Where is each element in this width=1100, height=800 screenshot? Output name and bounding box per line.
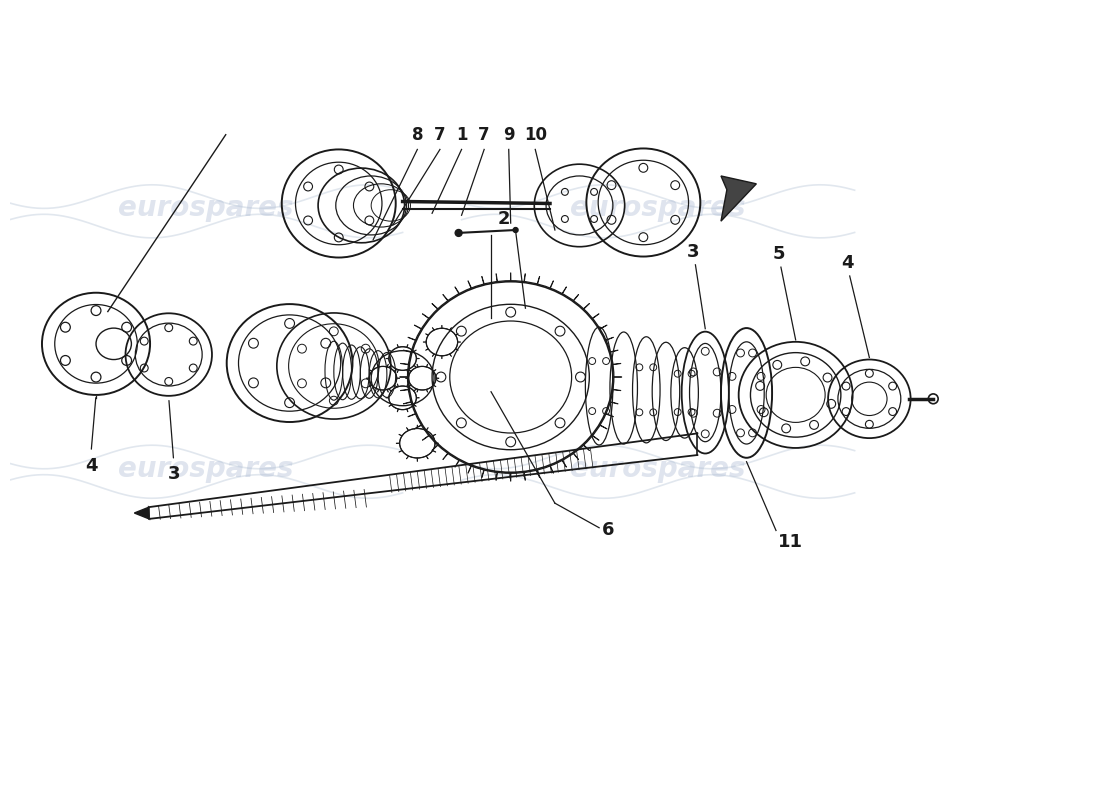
Text: 5: 5 [772,246,785,263]
Text: eurospares: eurospares [570,194,746,222]
Polygon shape [134,507,150,519]
Text: 11: 11 [778,534,803,551]
Text: 6: 6 [602,521,615,538]
Text: 4: 4 [842,254,854,272]
Text: 2: 2 [497,210,510,228]
Text: 3: 3 [167,465,180,482]
Text: 10: 10 [524,126,547,143]
Text: 1: 1 [455,126,468,143]
Text: 9: 9 [503,126,515,143]
Circle shape [514,227,518,233]
Text: 7: 7 [478,126,490,143]
Text: 3: 3 [688,243,700,261]
Text: 8: 8 [411,126,424,143]
Circle shape [455,230,462,236]
Text: eurospares: eurospares [570,454,746,482]
Polygon shape [720,176,757,221]
Text: eurospares: eurospares [119,454,294,482]
Text: eurospares: eurospares [119,194,294,222]
Text: 7: 7 [434,126,446,143]
Text: 4: 4 [85,457,98,475]
